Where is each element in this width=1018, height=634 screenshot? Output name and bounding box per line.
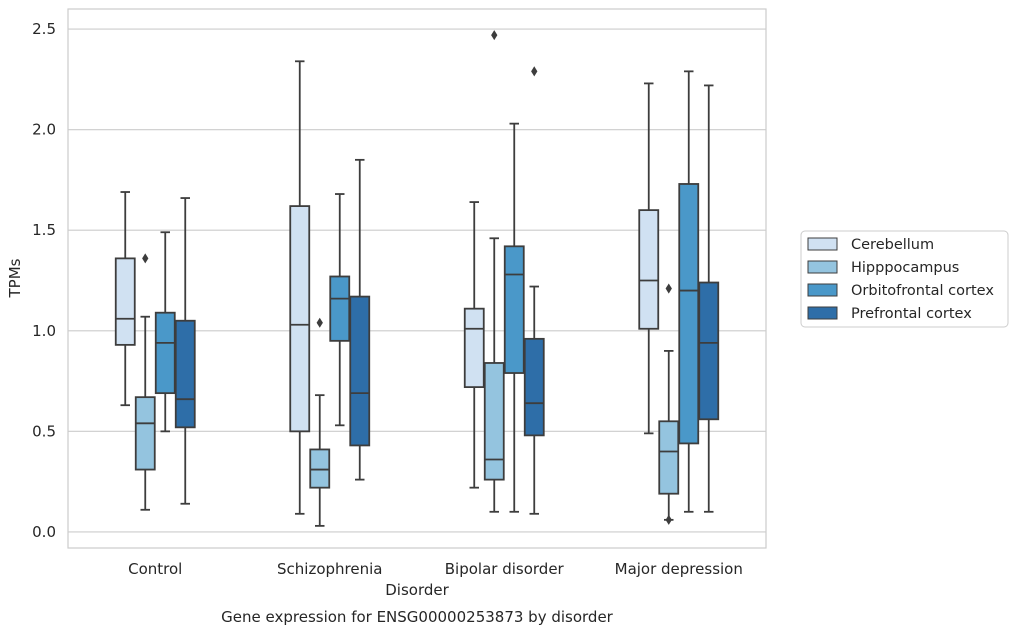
legend-label: Hipppocampus bbox=[851, 260, 959, 276]
box-iqr bbox=[134, 396, 156, 471]
legend-label: Cerebellum bbox=[851, 237, 934, 253]
legend: Cerebellum Hipppocampus Orbitofrontal cort… bbox=[800, 230, 1009, 328]
box-hipppocampus bbox=[309, 317, 331, 527]
legend-swatch bbox=[807, 283, 838, 297]
box-cerebellum bbox=[114, 191, 136, 407]
x-tick-label: Schizophrenia bbox=[277, 560, 382, 578]
legend-label: Prefrontal cortex bbox=[851, 306, 972, 322]
outlier-point bbox=[142, 253, 149, 264]
x-axis-label: Disorder bbox=[385, 581, 449, 599]
box-cerebellum bbox=[638, 82, 660, 435]
legend-swatch bbox=[807, 306, 838, 320]
box-iqr bbox=[523, 337, 545, 437]
plot-frame bbox=[67, 8, 767, 549]
y-tick-label: 1.0 bbox=[32, 322, 56, 340]
legend-items: Cerebellum Hipppocampus Orbitofrontal cort… bbox=[807, 237, 994, 322]
x-tick-labels: Control Schizophrenia Bipolar disorder Majo… bbox=[128, 560, 743, 578]
y-tick-label: 0.5 bbox=[32, 422, 56, 440]
outlier-point bbox=[665, 514, 672, 525]
y-tick-label: 2.0 bbox=[32, 121, 56, 139]
box-iqr bbox=[114, 257, 136, 346]
box-iqr bbox=[658, 420, 680, 495]
box-prefrontal-cortex bbox=[174, 197, 196, 505]
box-prefrontal-cortex bbox=[349, 158, 371, 481]
chart-caption: Gene expression for ENSG00000253873 by d… bbox=[221, 608, 614, 626]
box-iqr bbox=[698, 281, 720, 421]
outlier-point bbox=[665, 283, 672, 294]
box-iqr bbox=[503, 245, 525, 374]
box-iqr bbox=[349, 295, 371, 447]
boxes bbox=[114, 30, 720, 527]
box-orbitofrontal-cortex bbox=[503, 122, 525, 513]
box-iqr bbox=[289, 205, 311, 433]
box-iqr bbox=[483, 362, 505, 481]
x-tick-label: Major depression bbox=[615, 560, 743, 578]
box-iqr bbox=[638, 209, 660, 330]
box-cerebellum bbox=[463, 201, 485, 489]
box-orbitofrontal-cortex bbox=[329, 193, 351, 427]
y-tick-label: 0.0 bbox=[32, 523, 56, 541]
x-tick-label: Bipolar disorder bbox=[445, 560, 565, 578]
legend-label: Orbitofrontal cortex bbox=[851, 283, 994, 299]
legend-swatch bbox=[807, 260, 838, 274]
box-cerebellum bbox=[289, 60, 311, 515]
x-tick-label: Control bbox=[128, 560, 182, 578]
box-hipppocampus bbox=[658, 283, 680, 525]
box-iqr bbox=[309, 448, 331, 489]
box-prefrontal-cortex bbox=[523, 66, 545, 515]
outlier-point bbox=[531, 66, 538, 77]
box-orbitofrontal-cortex bbox=[678, 70, 700, 513]
box-iqr bbox=[329, 275, 351, 342]
legend-frame bbox=[800, 230, 1009, 328]
y-axis-label: TPMs bbox=[6, 258, 24, 298]
box-prefrontal-cortex bbox=[698, 84, 720, 513]
box-orbitofrontal-cortex bbox=[154, 231, 176, 433]
legend-swatch bbox=[807, 237, 838, 251]
box-hipppocampus bbox=[134, 253, 156, 511]
y-tick-label: 2.5 bbox=[32, 20, 56, 38]
box-iqr bbox=[678, 183, 700, 445]
outlier-point bbox=[316, 317, 323, 328]
y-tick-labels: 0.0 0.5 1.0 1.5 2.0 2.5 bbox=[32, 20, 56, 541]
box-iqr bbox=[154, 311, 176, 395]
box-iqr bbox=[463, 307, 485, 389]
outlier-point bbox=[491, 30, 498, 41]
box-iqr bbox=[174, 319, 196, 429]
box-hipppocampus bbox=[483, 30, 505, 513]
y-tick-label: 1.5 bbox=[32, 221, 56, 239]
